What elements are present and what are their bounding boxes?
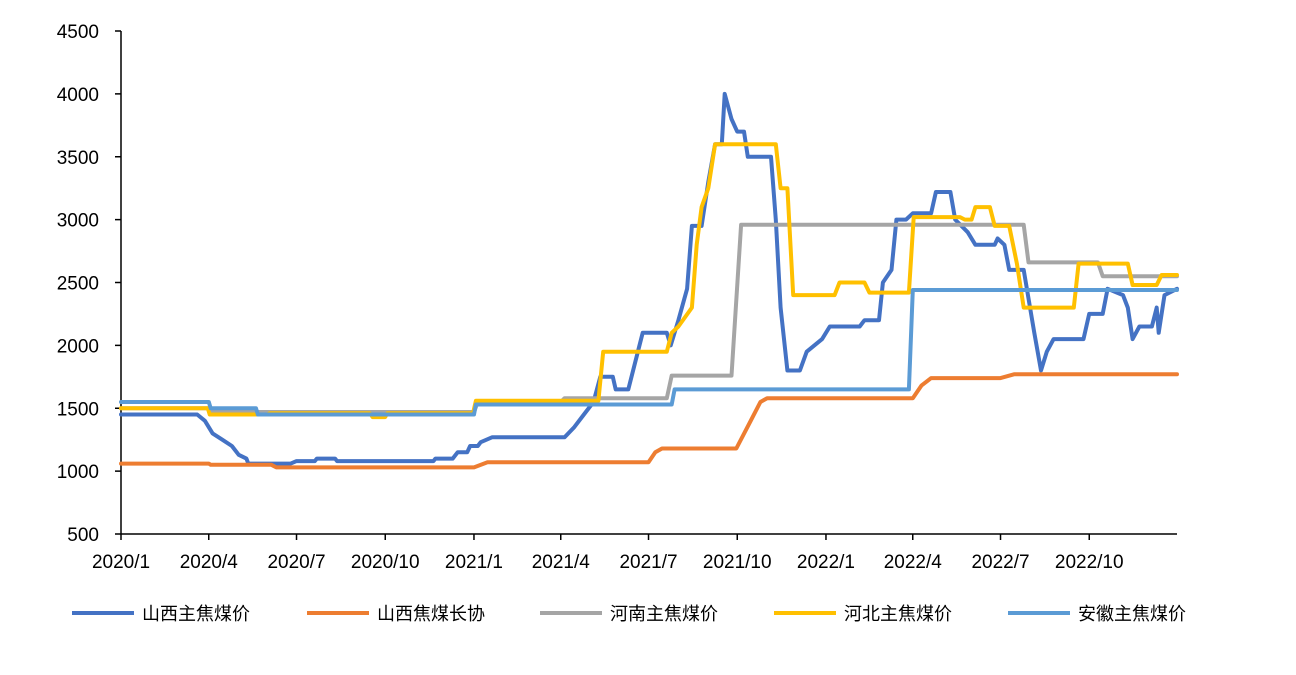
legend-label: 山西焦煤长协 xyxy=(377,604,485,625)
y-tick-label: 2000 xyxy=(57,336,99,357)
series-lines xyxy=(119,91,1179,470)
x-tick-label: 2021/1 xyxy=(445,552,503,573)
legend-label: 安徽主焦煤价 xyxy=(1078,604,1186,625)
legend: 山西主焦煤价 山西焦煤长协 河南主焦煤价 河北主焦煤价 安徽主焦煤价 xyxy=(72,604,1186,625)
x-tick-label: 2020/1 xyxy=(92,552,150,573)
legend-item: 山西焦煤长协 xyxy=(307,604,485,625)
y-tick-label: 500 xyxy=(67,525,99,546)
legend-item: 山西主焦煤价 xyxy=(72,604,250,625)
series-line-1 xyxy=(119,91,1179,466)
legend-item: 河北主焦煤价 xyxy=(774,604,952,625)
legend-label: 河南主焦煤价 xyxy=(610,604,718,625)
y-tick-label: 2500 xyxy=(57,274,99,295)
y-tick-label: 1500 xyxy=(57,399,99,420)
x-tick-label: 2020/10 xyxy=(351,552,420,573)
legend-item: 安徽主焦煤价 xyxy=(1008,604,1186,625)
y-tick-label: 3500 xyxy=(57,148,99,169)
series-line-2 xyxy=(119,372,1179,470)
y-tick-label: 4000 xyxy=(57,85,99,106)
x-tick-label: 2021/10 xyxy=(703,552,772,573)
x-tick-label: 2021/4 xyxy=(532,552,591,573)
x-tick-label: 2021/7 xyxy=(619,552,677,573)
x-tick-label: 2022/7 xyxy=(971,552,1029,573)
y-tick-label: 3000 xyxy=(57,211,99,232)
series-line-5 xyxy=(119,288,1179,417)
y-tick-label: 4500 xyxy=(57,22,99,43)
y-tick-label: 1000 xyxy=(57,462,99,483)
x-tick-label: 2022/10 xyxy=(1055,552,1124,573)
x-tick-label: 2022/1 xyxy=(797,552,855,573)
x-axis: 2020/1 2020/4 2020/7 2020/10 2021/1 2021/4 202… xyxy=(92,533,1177,573)
series-line-3 xyxy=(119,222,1179,414)
legend-item: 河南主焦煤价 xyxy=(540,604,718,625)
x-tick-label: 2022/4 xyxy=(884,552,943,573)
x-tick-label: 2020/7 xyxy=(267,552,325,573)
y-axis: 500 1000 1500 2000 2500 3000 3500 4000 4500 xyxy=(57,22,122,546)
x-tick-label: 2020/4 xyxy=(180,552,239,573)
legend-label: 河北主焦煤价 xyxy=(844,604,952,625)
legend-label: 山西主焦煤价 xyxy=(142,604,250,625)
